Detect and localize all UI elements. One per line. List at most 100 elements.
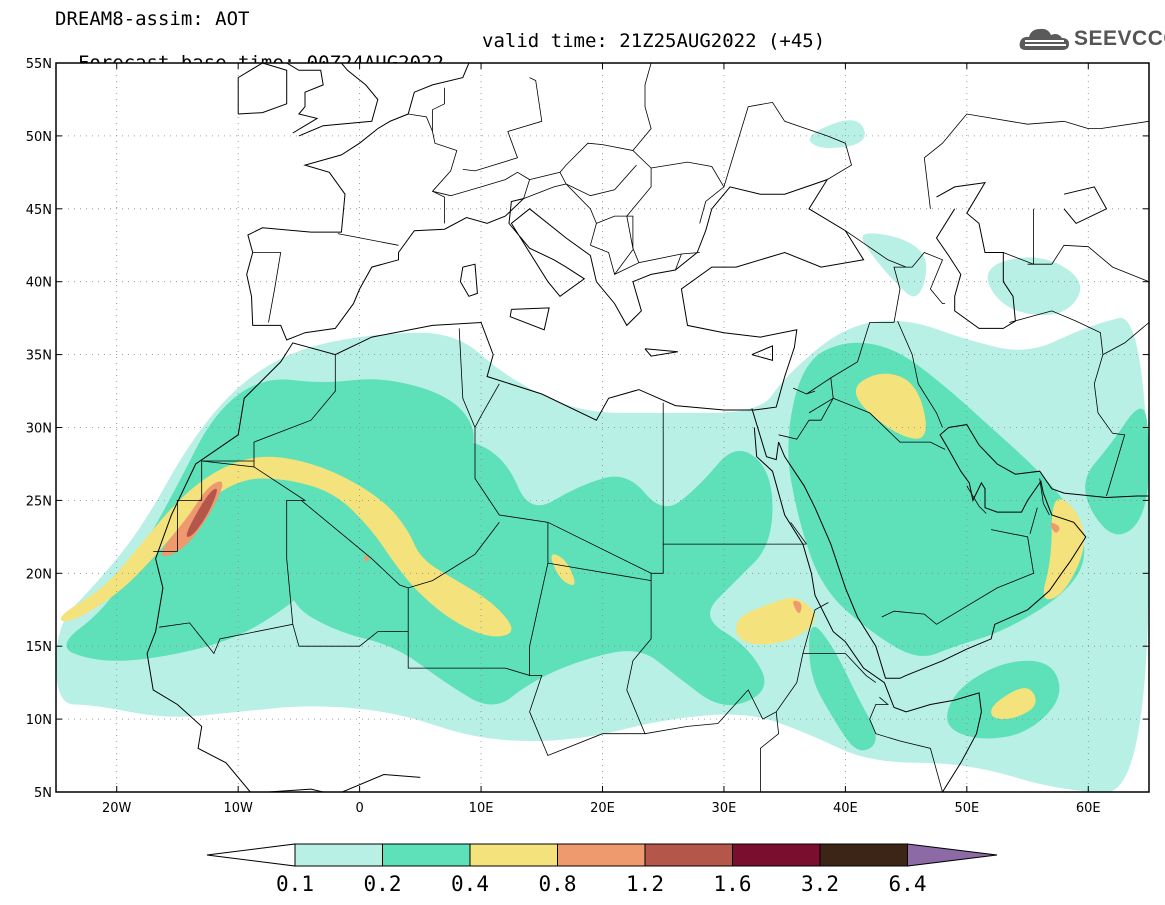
lon-tick-label: 20E [590, 801, 615, 816]
map-title: DREAM8-assim: AOT [55, 8, 250, 30]
border-5 [408, 522, 500, 589]
cloud-icon [1019, 28, 1069, 50]
lon-tick-label: 50E [954, 801, 979, 816]
border-18 [793, 387, 816, 395]
border-33 [529, 63, 652, 180]
border-8 [662, 402, 807, 545]
border-17 [897, 320, 943, 428]
colorbar-box-3 [469, 843, 558, 867]
logo-text: SEEVCCC [1074, 27, 1165, 50]
border-14 [869, 696, 943, 792]
border-38 [614, 262, 640, 275]
border-36 [596, 215, 634, 249]
coastline-3 [237, 63, 288, 115]
colorbar-box-4 [557, 843, 646, 867]
border-32 [626, 150, 700, 264]
border-0 [153, 460, 254, 552]
aot-region-11 [736, 597, 816, 645]
border-30 [699, 101, 852, 224]
aot-region-3 [809, 120, 865, 149]
colorbar-label: 3.2 [801, 872, 839, 896]
lat-tick-label: 40N [26, 276, 52, 291]
coastline-11 [751, 408, 780, 461]
aot-region-2 [987, 257, 1081, 316]
lat-tick-label: 15N [26, 640, 52, 655]
lat-tick-label: 45N [26, 203, 52, 218]
border-7 [529, 521, 652, 757]
coastline-12 [935, 181, 1016, 329]
border-43 [462, 77, 543, 172]
lat-tick-label: 20N [26, 567, 52, 582]
coastline-5 [509, 307, 550, 331]
border-42 [252, 252, 282, 323]
border-45 [675, 253, 682, 271]
coastline-9 [753, 427, 982, 792]
coastline-2 [286, 63, 324, 134]
colorbar-box-7 [819, 843, 908, 867]
aot-region-14 [991, 688, 1036, 720]
border-13 [802, 653, 877, 683]
lat-tick-label: 5N [34, 786, 52, 801]
lat-tick-label: 30N [26, 422, 52, 437]
border-6 [458, 328, 476, 428]
coastline-layer [146, 63, 1149, 792]
lat-tick-label: 35N [26, 349, 52, 364]
colorbar-label: 1.6 [714, 872, 752, 896]
border-1 [201, 354, 336, 468]
lat-tick-label: 25N [26, 494, 52, 509]
border-39 [432, 171, 531, 199]
coastline-6 [644, 348, 678, 357]
border-25 [1009, 310, 1126, 497]
aot-region-1 [862, 233, 927, 297]
border-9 [651, 544, 664, 574]
border-44 [432, 87, 445, 132]
lon-tick-label: 60E [1076, 801, 1101, 816]
coastline-1 [298, 63, 379, 137]
aot-region-12 [855, 373, 926, 439]
lat-tick-label: 55N [26, 57, 52, 72]
lon-tick-label: 40E [833, 801, 858, 816]
colorbar-label: 6.4 [889, 872, 927, 896]
border-23 [966, 485, 987, 514]
colorbar-over-arrow [907, 843, 998, 867]
border-3 [292, 500, 409, 647]
lon-tick-label: 10W [223, 801, 253, 816]
border-20 [881, 529, 1035, 625]
colorbar-label: 0.1 [276, 872, 314, 896]
axis-ticks: 55N 50N 45N 40N 35N 30N 25N 20N 15N 10N 5N 20W 10W 0 1… [26, 57, 1149, 816]
border-35 [523, 183, 597, 246]
colorbar-label: 0.2 [364, 872, 402, 896]
border-40 [389, 113, 458, 224]
aot-region-19 [1050, 522, 1060, 533]
border-47 [808, 377, 834, 414]
border-31 [651, 161, 725, 188]
aot-region-17 [186, 488, 217, 537]
lon-tick-label: 20W [102, 801, 132, 816]
graticule [56, 63, 1149, 792]
colorbar-label: 0.8 [539, 872, 577, 896]
border-19 [790, 522, 807, 545]
coastline-7 [751, 345, 773, 362]
border-26 [1102, 322, 1149, 355]
lon-tick-label: 0 [355, 801, 363, 816]
aot-region-10 [60, 456, 512, 637]
coastline-4 [459, 263, 478, 297]
aot-region-20 [364, 555, 370, 562]
colorbar-label: 1.2 [626, 872, 664, 896]
border-12 [760, 711, 780, 792]
border-41 [337, 233, 399, 246]
border-4 [407, 383, 549, 676]
colorbar-box-2 [382, 843, 471, 867]
lon-tick-label: 30E [712, 801, 737, 816]
colorbar-under-arrow [206, 843, 296, 867]
border-16 [806, 322, 894, 395]
border-46 [845, 230, 907, 268]
border-29 [923, 113, 1149, 209]
colorbar: 0.1 0.2 0.4 0.8 1.2 1.6 3.2 6.4 [206, 843, 998, 896]
border-22 [1039, 478, 1050, 516]
lat-tick-label: 50N [26, 130, 52, 145]
border-37 [590, 244, 634, 276]
seevccc-logo: SEEVCCC [1018, 24, 1165, 54]
coastline-10 [778, 424, 1149, 679]
colorbar-box-6 [732, 843, 821, 867]
